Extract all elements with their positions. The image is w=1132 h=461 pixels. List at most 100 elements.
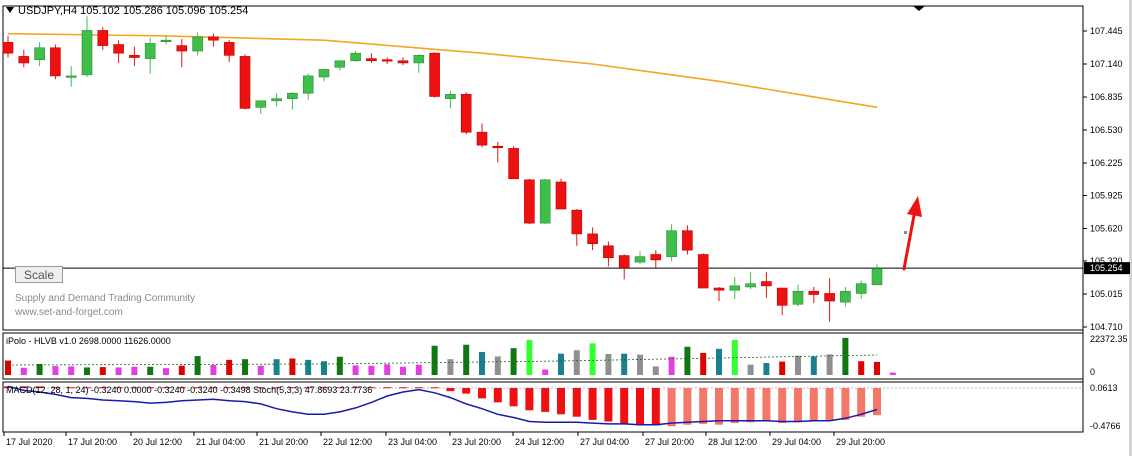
bull-candle-body — [792, 290, 804, 305]
bear-candle-body — [492, 145, 504, 149]
volume-axis-top-label: 22372.35 — [1090, 334, 1128, 344]
volume-axis-bottom-label: 0 — [1090, 367, 1095, 377]
volume-bar — [226, 359, 233, 375]
volume-bar — [289, 358, 296, 375]
main-panel-frame — [2, 5, 1084, 331]
candle — [618, 254, 630, 280]
volume-bar — [652, 366, 659, 375]
bear-candle-body — [603, 245, 614, 259]
bear-candle-body — [587, 233, 598, 244]
price-tick-label: 107.445 — [1090, 26, 1123, 36]
bull-candle-body — [840, 290, 851, 303]
macd-histogram-bar — [383, 387, 392, 389]
time-axis-label: 17 Jul 20:00 — [68, 437, 117, 447]
scale-button[interactable]: Scale — [15, 266, 63, 283]
volume-bar — [747, 364, 754, 375]
bear-candle-body — [397, 60, 409, 64]
volume-bar — [273, 359, 280, 375]
time-axis-label: 27 Jul 04:00 — [580, 437, 629, 447]
bull-candle-body — [271, 98, 282, 102]
candle — [666, 224, 677, 261]
macd-histogram-bar — [715, 388, 723, 425]
time-axis-label: 29 Jul 20:00 — [836, 437, 885, 447]
bear-candle-body — [524, 179, 535, 224]
bull-candle-body — [634, 256, 646, 263]
bear-candle-body — [808, 290, 820, 295]
candle — [476, 123, 488, 148]
macd-histogram-bar — [146, 387, 155, 389]
macd-histogram-bar — [225, 387, 234, 389]
bear-candle-body — [761, 281, 772, 287]
macd-histogram-bar — [825, 388, 834, 420]
macd-indicator-label: MACD(12, 28, 1, 24) -0.3240 0.0000 -0.32… — [6, 385, 373, 395]
macd-histogram-bar — [462, 388, 471, 394]
macd-histogram-bar — [778, 388, 787, 424]
collapse-triangle-icon[interactable] — [6, 7, 14, 13]
bear-candle-body — [50, 47, 61, 77]
candle — [18, 49, 30, 68]
macd-histogram-bar — [335, 387, 344, 389]
bear-candle-body — [239, 56, 251, 109]
candle — [255, 100, 267, 114]
time-axis-label: 23 Jul 20:00 — [452, 437, 501, 447]
volume-bar — [36, 363, 43, 375]
macd-histogram-bar — [320, 387, 328, 389]
macd-histogram-bar — [525, 388, 534, 411]
candle — [840, 286, 851, 307]
macd-axis-top-label: 0.0613 — [1090, 383, 1118, 393]
bear-candle-body — [113, 44, 124, 54]
bull-candle-body — [871, 268, 883, 286]
macd-histogram-bar — [636, 388, 644, 426]
candle — [302, 73, 314, 100]
bull-candle-body — [302, 75, 314, 94]
volume-bar — [447, 359, 454, 375]
macd-histogram-bar — [557, 388, 565, 415]
volume-bar — [68, 366, 75, 375]
volume-bar — [210, 365, 217, 375]
current-price-label: 105.254 — [1090, 263, 1123, 273]
macd-histogram-bar — [399, 387, 407, 389]
volume-bar — [384, 364, 391, 375]
volume-bar — [178, 365, 185, 375]
time-axis-label: 20 Jul 12:00 — [133, 437, 182, 447]
volume-bar — [20, 367, 27, 375]
macd-histogram-bar — [746, 388, 755, 423]
bull-candle-body — [255, 100, 267, 108]
price-tick-label: 106.835 — [1090, 92, 1123, 102]
volume-bar — [605, 354, 612, 375]
volume-bar — [573, 350, 580, 375]
macd-histogram-bar — [272, 387, 281, 389]
volume-bar — [131, 366, 138, 375]
volume-bar — [463, 344, 470, 375]
symbol-header: USDJPY,H4 105.102 105.286 105.096 105.25… — [6, 5, 248, 17]
macd-histogram-bar — [699, 388, 708, 424]
up-arrow-icon — [907, 196, 922, 217]
price-tick-label: 105.015 — [1090, 289, 1123, 299]
volume-bar — [889, 372, 896, 375]
candle — [508, 146, 519, 180]
candle — [445, 91, 456, 109]
bull-candle-body — [729, 285, 741, 291]
bull-candle-body — [445, 94, 456, 99]
macd-histogram-bar — [588, 388, 597, 420]
candle — [160, 35, 172, 45]
candle — [144, 38, 156, 74]
volume-bar — [668, 356, 675, 375]
bear-candle-body — [129, 55, 140, 58]
macd-histogram-bar — [241, 387, 249, 389]
candle — [555, 178, 567, 210]
candle — [524, 178, 535, 225]
bear-candle-body — [571, 209, 583, 235]
macd-histogram-bar — [683, 388, 692, 425]
volume-bar — [400, 366, 406, 375]
volume-bar — [716, 348, 722, 375]
bear-candle-body — [508, 148, 519, 180]
candle — [824, 278, 835, 322]
bull-candle-body — [65, 75, 77, 78]
symbol-info: USDJPY,H4 105.102 105.286 105.096 105.25… — [18, 5, 249, 17]
bear-candle-body — [2, 42, 14, 54]
macd-histogram-bar — [762, 388, 771, 422]
volume-bar — [842, 337, 849, 375]
